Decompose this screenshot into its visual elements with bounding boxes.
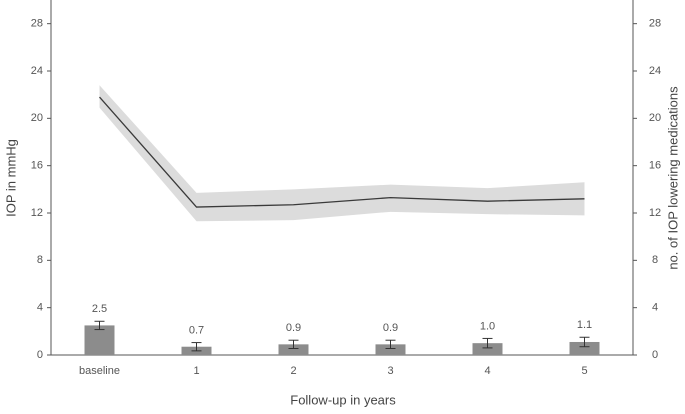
value-label: 0.9 bbox=[286, 322, 301, 334]
x-tick-label: 2 bbox=[290, 365, 296, 377]
y-tick-label: 16 bbox=[31, 160, 43, 172]
y-tick-label: 20 bbox=[31, 112, 43, 124]
value-label: 1.1 bbox=[577, 319, 592, 331]
line bbox=[99, 96, 585, 208]
y-tick-label: 8 bbox=[37, 254, 43, 266]
x-tick-label: 4 bbox=[484, 365, 490, 377]
x-tick-label: 5 bbox=[581, 365, 587, 377]
y-tick-label: 28 bbox=[31, 18, 43, 30]
y2-tick-label: 20 bbox=[649, 112, 661, 124]
y-tick-label: 24 bbox=[31, 65, 43, 77]
value-label: 0.9 bbox=[383, 322, 398, 334]
y2-tick-label: 16 bbox=[649, 160, 661, 172]
x-axis-title: Follow-up in years bbox=[290, 392, 396, 407]
bar bbox=[375, 344, 406, 355]
y2-tick-label: 28 bbox=[649, 18, 661, 30]
y-tick-label: 12 bbox=[31, 207, 43, 219]
x-tick-label: baseline bbox=[79, 365, 120, 377]
x-tick-label: 1 bbox=[193, 365, 199, 377]
x-tick-label: 3 bbox=[387, 365, 393, 377]
y-axis-title: IOP in mmHg bbox=[3, 139, 18, 217]
y2-tick-label: 8 bbox=[652, 254, 658, 266]
bar bbox=[472, 343, 503, 355]
bar bbox=[569, 341, 600, 355]
confidence-band bbox=[99, 85, 585, 222]
y-tick-label: 4 bbox=[37, 302, 43, 314]
bar bbox=[84, 325, 115, 355]
y2-tick-label: 12 bbox=[649, 207, 661, 219]
y2-tick-label: 4 bbox=[652, 302, 658, 314]
bar bbox=[278, 344, 309, 355]
value-label: 2.5 bbox=[92, 303, 107, 315]
value-label: 1.0 bbox=[480, 320, 495, 332]
y-tick-label: 0 bbox=[37, 349, 43, 361]
value-label: 0.7 bbox=[189, 324, 204, 336]
y2-tick-label: 24 bbox=[649, 65, 661, 77]
y2-axis-title: no. of IOP lowering medications bbox=[665, 86, 680, 270]
y2-tick-label: 0 bbox=[652, 349, 658, 361]
